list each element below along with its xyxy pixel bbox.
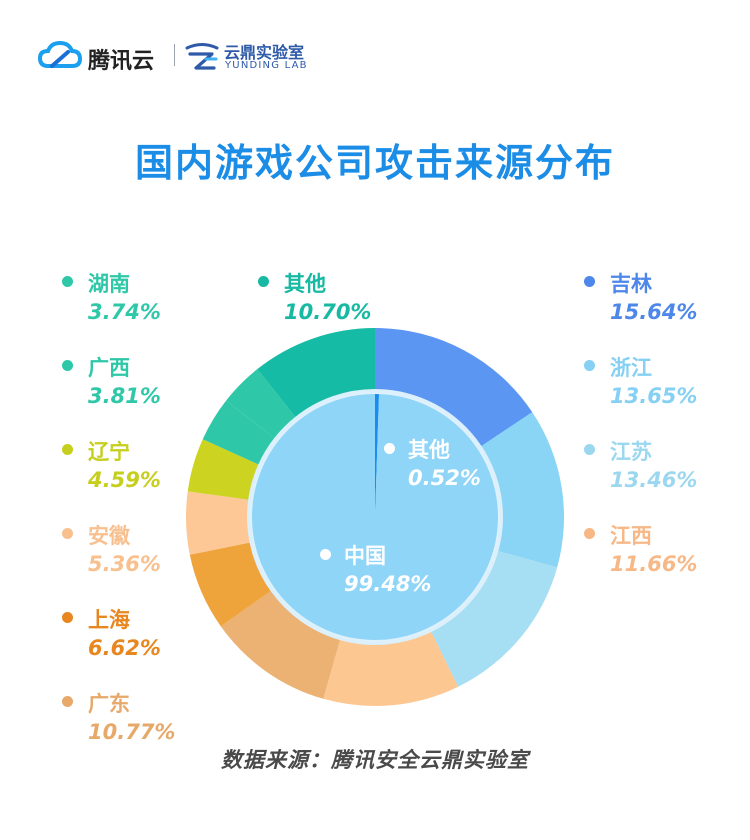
- inner-china-value: 99.48%: [344, 572, 432, 596]
- inner-other-value: 0.52%: [408, 466, 481, 490]
- legend-right-label: 江苏: [610, 440, 652, 464]
- legend-right-dot-icon: [584, 360, 595, 371]
- tencent-cloud-logo-icon: [38, 40, 82, 68]
- data-source: 数据来源：腾讯安全云鼎实验室: [221, 748, 529, 772]
- legend-middle-dot-icon: [258, 276, 269, 287]
- inner-china-label: 中国: [344, 544, 386, 568]
- legend-right-value: 15.64%: [610, 300, 698, 324]
- legend-right-value: 13.65%: [610, 384, 698, 408]
- legend-middle-value: 10.70%: [284, 300, 372, 324]
- outer-slice-9: [226, 369, 296, 439]
- inner-slice-1: [251, 393, 498, 640]
- brand-name: 腾讯云: [88, 49, 155, 74]
- outer-slice-5: [189, 542, 271, 627]
- legend-left-value: 6.62%: [88, 636, 161, 660]
- legend-left-dot-icon: [62, 696, 73, 707]
- legend-right-value: 13.46%: [610, 468, 698, 492]
- outer-slice-3: [323, 631, 459, 706]
- legend-left-value: 3.81%: [88, 384, 161, 408]
- outer-slice-4: [220, 591, 340, 699]
- legend-right-dot-icon: [584, 276, 595, 287]
- outer-slice-8: [202, 400, 275, 465]
- legend-left-value: 3.74%: [88, 300, 161, 324]
- outer-slice-1: [481, 412, 564, 568]
- legend-left-dot-icon: [62, 612, 73, 623]
- legend-right-dot-icon: [584, 528, 595, 539]
- legend-left-label: 安徽: [88, 524, 130, 548]
- inner-other-label: 其他: [408, 438, 450, 462]
- legend-left-dot-icon: [62, 528, 73, 539]
- legend-right-label: 江西: [610, 524, 652, 548]
- lab-subtitle: YUNDING LAB: [225, 60, 308, 71]
- legend-left-label: 广东: [88, 692, 130, 716]
- lab-name: 云鼎实验室: [224, 43, 305, 62]
- legend-left-dot-icon: [62, 444, 73, 455]
- legend-left-dot-icon: [62, 360, 73, 371]
- legend-left-value: 4.59%: [88, 468, 161, 492]
- legend-right-label: 吉林: [610, 272, 652, 296]
- outer-slice-0: [375, 328, 533, 446]
- inner-china-dot: [320, 549, 331, 560]
- legend-right-dot-icon: [584, 444, 595, 455]
- legend-right-value: 11.66%: [610, 552, 698, 576]
- legend-left-label: 湖南: [88, 272, 130, 296]
- legend-left-label: 广西: [88, 356, 130, 380]
- chart-title: 国内游戏公司攻击来源分布: [134, 141, 615, 185]
- outer-slice-6: [186, 491, 250, 555]
- outer-slice-7: [187, 439, 259, 500]
- legend-left-value: 10.77%: [88, 720, 176, 744]
- legend-left-value: 5.36%: [88, 552, 161, 576]
- outer-slice-2: [431, 551, 558, 687]
- legend-left-label: 辽宁: [88, 440, 130, 464]
- header: 腾讯云 云鼎实验室 YUNDING LAB: [38, 36, 338, 76]
- inner-other-dot: [384, 443, 395, 454]
- inner-slice-0: [375, 394, 380, 517]
- legend-left-label: 上海: [88, 608, 130, 632]
- legend-left-dot-icon: [62, 276, 73, 287]
- legend-right-label: 浙江: [610, 356, 652, 380]
- header-divider: [174, 44, 175, 66]
- legend-middle-label: 其他: [284, 272, 326, 296]
- yunding-logo-icon: [185, 43, 219, 70]
- outer-slice-10: [257, 328, 375, 417]
